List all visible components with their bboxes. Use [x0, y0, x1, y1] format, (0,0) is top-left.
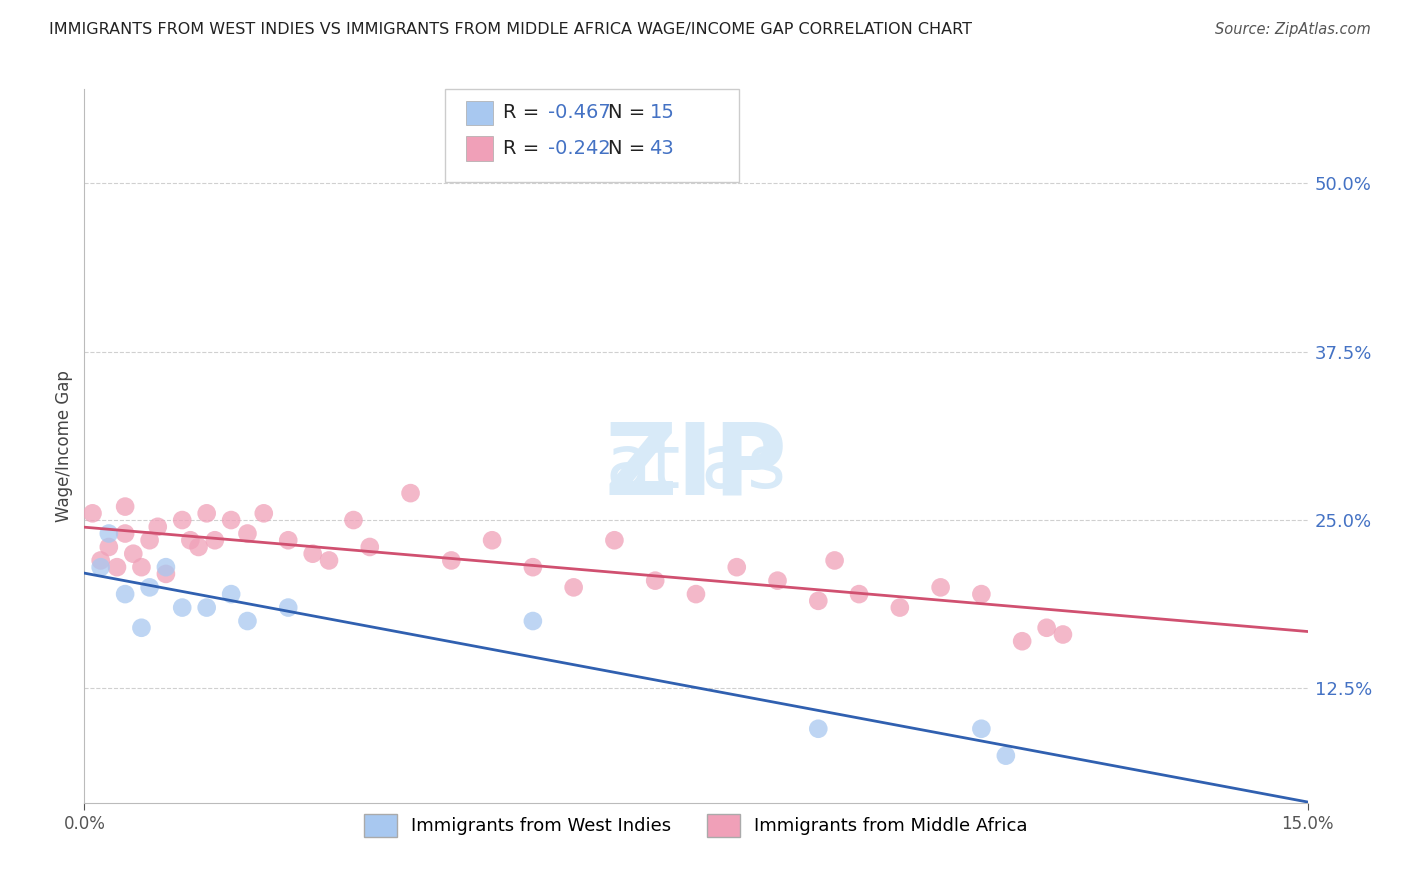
Point — [399, 486, 422, 500]
FancyBboxPatch shape — [465, 136, 494, 161]
Point — [172, 513, 194, 527]
Point — [97, 540, 120, 554]
Point — [848, 587, 870, 601]
Text: atlas: atlas — [606, 431, 786, 504]
Point — [522, 560, 544, 574]
Point — [204, 533, 226, 548]
Point — [114, 526, 136, 541]
Point — [97, 526, 120, 541]
Point — [359, 540, 381, 554]
Text: 15: 15 — [650, 103, 675, 122]
Point — [131, 560, 153, 574]
Point — [105, 560, 128, 574]
Point — [929, 580, 952, 594]
Point — [195, 600, 218, 615]
Point — [172, 600, 194, 615]
Point — [114, 587, 136, 601]
FancyBboxPatch shape — [465, 101, 494, 125]
Point — [114, 500, 136, 514]
Point — [970, 722, 993, 736]
Text: IMMIGRANTS FROM WEST INDIES VS IMMIGRANTS FROM MIDDLE AFRICA WAGE/INCOME GAP COR: IMMIGRANTS FROM WEST INDIES VS IMMIGRANT… — [49, 22, 972, 37]
Point — [342, 513, 364, 527]
Point — [318, 553, 340, 567]
Point — [131, 621, 153, 635]
Point — [138, 533, 160, 548]
Point — [122, 547, 145, 561]
Point — [603, 533, 626, 548]
Point — [1052, 627, 1074, 641]
Point — [481, 533, 503, 548]
Text: R =: R = — [503, 103, 546, 122]
Point — [236, 526, 259, 541]
Text: N =: N = — [607, 103, 651, 122]
Text: -0.467: -0.467 — [548, 103, 610, 122]
Point — [155, 566, 177, 581]
Point — [187, 540, 209, 554]
Point — [219, 587, 242, 601]
Point — [685, 587, 707, 601]
Text: -0.242: -0.242 — [548, 139, 610, 158]
Point — [253, 506, 276, 520]
Point — [725, 560, 748, 574]
Point — [219, 513, 242, 527]
Point — [195, 506, 218, 520]
Text: R =: R = — [503, 139, 546, 158]
Text: 43: 43 — [650, 139, 675, 158]
FancyBboxPatch shape — [446, 89, 738, 182]
Y-axis label: Wage/Income Gap: Wage/Income Gap — [55, 370, 73, 522]
Text: N =: N = — [607, 139, 651, 158]
Point — [889, 600, 911, 615]
Text: ZIP: ZIP — [605, 419, 787, 516]
Point — [155, 560, 177, 574]
Point — [90, 560, 112, 574]
Point — [90, 553, 112, 567]
Point — [440, 553, 463, 567]
Point — [179, 533, 201, 548]
Point — [277, 533, 299, 548]
Point — [562, 580, 585, 594]
Point — [807, 722, 830, 736]
Point — [138, 580, 160, 594]
Point — [644, 574, 666, 588]
Point — [301, 547, 323, 561]
Point — [277, 600, 299, 615]
Point — [766, 574, 789, 588]
Point — [1011, 634, 1033, 648]
Text: Source: ZipAtlas.com: Source: ZipAtlas.com — [1215, 22, 1371, 37]
Point — [824, 553, 846, 567]
Point — [970, 587, 993, 601]
Point — [807, 594, 830, 608]
Point — [994, 748, 1017, 763]
Legend: Immigrants from West Indies, Immigrants from Middle Africa: Immigrants from West Indies, Immigrants … — [357, 807, 1035, 844]
Point — [522, 614, 544, 628]
Point — [236, 614, 259, 628]
Point — [146, 520, 169, 534]
Point — [1035, 621, 1057, 635]
Point — [82, 506, 104, 520]
